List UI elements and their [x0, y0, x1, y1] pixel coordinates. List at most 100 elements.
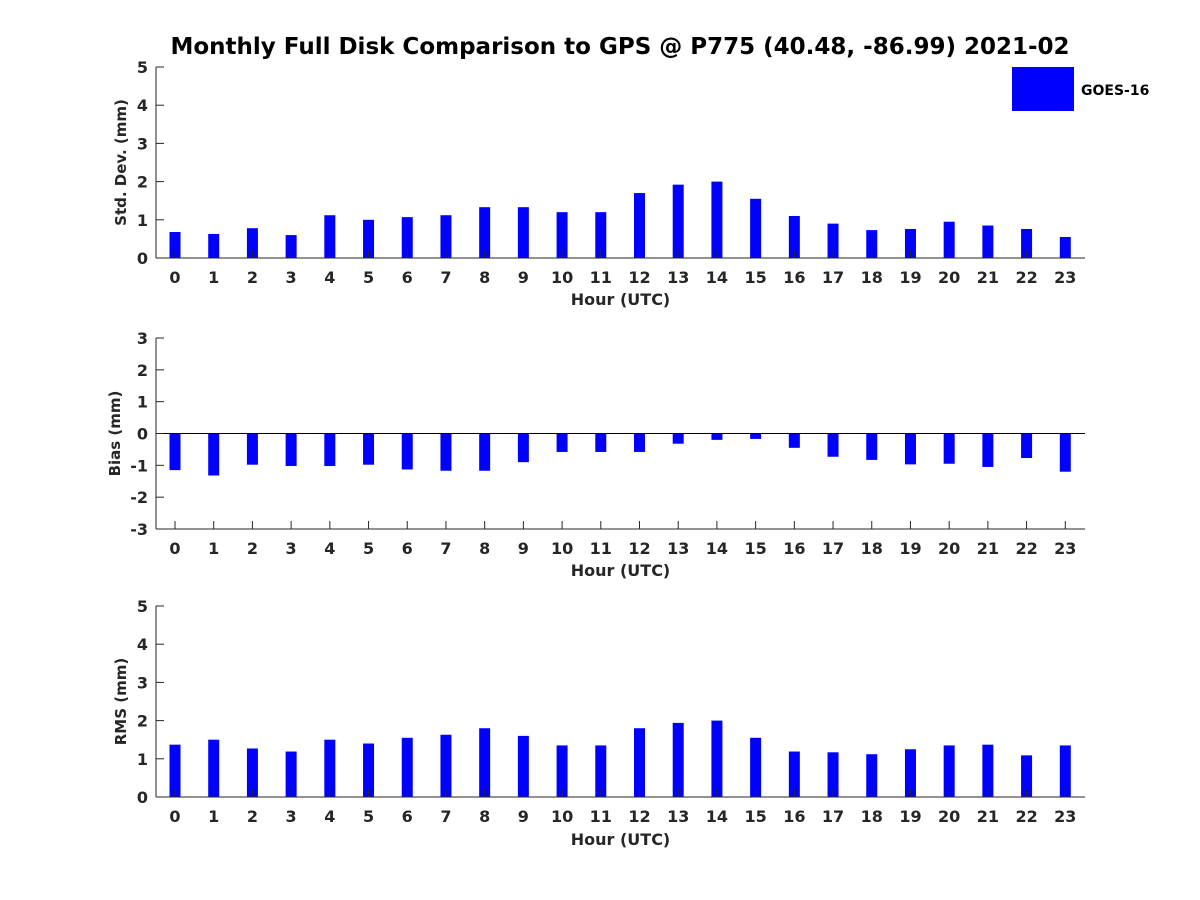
bar-hour-3	[285, 433, 297, 466]
bar-hour-1	[208, 739, 220, 797]
x-tick-label: 2	[247, 268, 258, 287]
x-tick-label: 14	[706, 807, 728, 826]
bar-hour-18	[866, 230, 878, 258]
y-axis-label: Std. Dev. (mm)	[112, 99, 130, 226]
bar-hour-23	[1059, 745, 1071, 797]
y-tick-label: -3	[130, 520, 148, 539]
x-tick-label: 19	[899, 539, 921, 558]
bar-hour-13	[672, 184, 684, 258]
y-tick-label: 0	[137, 425, 148, 444]
x-tick-label: 3	[286, 807, 297, 826]
legend-swatch	[1012, 67, 1074, 111]
x-tick-label: 23	[1054, 539, 1076, 558]
y-tick-label: 4	[137, 635, 148, 654]
bar-hour-5	[363, 219, 375, 258]
x-tick-label: 19	[899, 807, 921, 826]
bar-hour-16	[788, 433, 800, 448]
x-tick-label: 13	[667, 539, 689, 558]
y-tick-label: 3	[137, 134, 148, 153]
y-tick-label: -2	[130, 488, 148, 507]
bar-hour-14	[711, 720, 723, 797]
bar-hour-16	[788, 215, 800, 258]
bar-hour-8	[479, 207, 491, 258]
x-tick-label: 2	[247, 807, 258, 826]
bar-hour-22	[1021, 433, 1033, 459]
x-tick-label: 15	[744, 539, 766, 558]
x-tick-label: 13	[667, 807, 689, 826]
bar-hour-9	[517, 735, 529, 797]
x-tick-label: 20	[938, 268, 960, 287]
x-tick-label: 4	[324, 268, 335, 287]
bar-hour-7	[440, 734, 452, 797]
x-tick-label: 14	[706, 539, 728, 558]
x-axis-label: Hour (UTC)	[571, 830, 671, 849]
bar-hour-8	[479, 433, 491, 471]
bar-hour-4	[324, 215, 336, 258]
x-tick-label: 20	[938, 807, 960, 826]
x-tick-label: 8	[479, 539, 490, 558]
x-tick-label: 17	[822, 807, 844, 826]
y-tick-label: 1	[137, 211, 148, 230]
x-tick-label: 20	[938, 539, 960, 558]
bar-hour-16	[788, 751, 800, 797]
bar-hour-18	[866, 433, 878, 460]
bar-hour-3	[285, 751, 297, 797]
y-axis-label: Bias (mm)	[106, 391, 124, 477]
bar-hour-9	[517, 433, 529, 463]
bar-hour-13	[672, 433, 684, 444]
x-tick-label: 3	[286, 268, 297, 287]
legend: GOES-16	[1012, 67, 1149, 111]
y-tick-label: 5	[137, 58, 148, 77]
x-tick-label: 6	[402, 268, 413, 287]
bar-hour-22	[1021, 755, 1033, 797]
y-tick-label: 1	[137, 750, 148, 769]
x-tick-label: 11	[590, 539, 612, 558]
bar-hour-11	[595, 745, 607, 797]
x-tick-label: 7	[440, 807, 451, 826]
x-tick-label: 15	[744, 807, 766, 826]
bar-hour-23	[1059, 236, 1071, 258]
bar-hour-11	[595, 212, 607, 258]
bar-hour-0	[169, 744, 181, 797]
bar-hour-21	[982, 433, 994, 467]
bar-hour-10	[556, 745, 568, 797]
x-tick-label: 18	[861, 539, 883, 558]
bar-hour-15	[750, 737, 762, 797]
bar-hour-17	[827, 223, 839, 258]
x-tick-label: 10	[551, 268, 573, 287]
bar-hour-10	[556, 212, 568, 258]
x-tick-label: 22	[1015, 268, 1037, 287]
x-axis-label: Hour (UTC)	[571, 290, 671, 309]
x-tick-label: 19	[899, 268, 921, 287]
x-tick-label: 8	[479, 807, 490, 826]
bar-hour-4	[324, 433, 336, 466]
x-tick-label: 0	[169, 268, 180, 287]
y-tick-label: 0	[137, 249, 148, 268]
x-tick-label: 9	[518, 539, 529, 558]
bar-hour-12	[634, 433, 645, 452]
bar-hour-19	[904, 433, 916, 465]
y-tick-label: 2	[137, 173, 148, 192]
x-tick-label: 1	[208, 268, 219, 287]
x-tick-label: 6	[402, 539, 413, 558]
bar-hour-23	[1059, 433, 1071, 472]
bar-hour-6	[401, 737, 413, 797]
x-tick-label: 0	[169, 807, 180, 826]
x-tick-label: 22	[1015, 539, 1037, 558]
x-tick-label: 23	[1054, 268, 1076, 287]
x-tick-label: 23	[1054, 807, 1076, 826]
x-tick-label: 15	[744, 268, 766, 287]
bar-hour-5	[363, 743, 375, 797]
y-tick-label: 2	[137, 712, 148, 731]
y-tick-label: 3	[137, 329, 148, 348]
bar-hour-7	[440, 433, 452, 471]
bar-hour-12	[634, 728, 645, 797]
x-tick-label: 16	[783, 268, 805, 287]
x-tick-label: 2	[247, 539, 258, 558]
bar-hour-21	[982, 744, 994, 797]
x-tick-label: 7	[440, 268, 451, 287]
x-tick-label: 9	[518, 268, 529, 287]
bar-hour-19	[904, 749, 916, 797]
chart-title: Monthly Full Disk Comparison to GPS @ P7…	[170, 34, 1069, 60]
